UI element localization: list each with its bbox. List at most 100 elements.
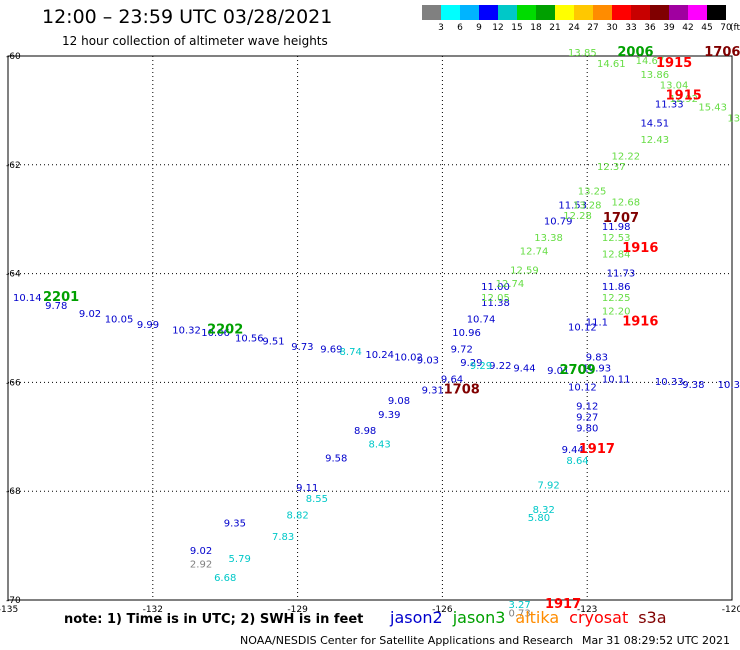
satellite-legend: jason2 jason3 altika cryosat s3a (390, 608, 677, 627)
legend-tick: 18 (530, 23, 542, 33)
data-point-label: 8.98 (354, 426, 376, 437)
legend-tick: 70 (720, 23, 732, 33)
footer-credit: NOAA/NESDIS Center for Satellite Applica… (240, 634, 574, 647)
data-point-label: 1707 (603, 211, 639, 226)
data-point-label: 11.1 (586, 317, 608, 328)
data-point-label: 10.06 (201, 328, 230, 339)
data-point-label: 2.92 (190, 559, 212, 570)
data-point-label: 1916 (622, 241, 658, 256)
data-point-label: 9.58 (325, 453, 347, 464)
data-point-label: 1708 (444, 382, 480, 397)
y-tick-label: -68 (6, 487, 21, 497)
data-point-label: 3.27 (508, 600, 530, 611)
data-point-label: 10.79 (544, 217, 573, 228)
legend-tick: 45 (701, 23, 713, 33)
data-point-label: 13.86 (640, 70, 669, 81)
data-point-label: 7.83 (272, 532, 294, 543)
data-point-label: 9.03 (417, 355, 439, 366)
data-point-label: 2709 (559, 363, 595, 378)
legend-tick: 27 (587, 23, 599, 33)
data-point-label: 12.05 (481, 293, 510, 304)
data-point-label: 14.67 (636, 56, 665, 67)
legend-unit: (ft) (730, 23, 740, 33)
x-tick-label: -135 (0, 605, 18, 615)
data-point-label: 12.53 (602, 233, 631, 244)
x-tick-label: -126 (432, 605, 453, 615)
data-point-label: 10.32 (172, 325, 201, 336)
data-point-label: 12.28 (563, 211, 592, 222)
data-point-label: 12.37 (597, 162, 626, 173)
data-point-label: 9.51 (262, 336, 284, 347)
data-point-label: 14.61 (597, 59, 626, 70)
data-point-label: 1915 (656, 56, 692, 71)
y-tick-label: -64 (6, 270, 21, 280)
data-point-label: 10.24 (365, 350, 394, 361)
legend-tick: 36 (644, 23, 656, 33)
data-point-label: 15.43 (698, 102, 727, 113)
satellite-label: cryosat (569, 608, 629, 627)
data-point-label: 1915 (666, 89, 702, 104)
data-point-label: 12.22 (611, 151, 640, 162)
data-point-label: 1916 (622, 314, 658, 329)
data-point-label: 9.44 (513, 364, 535, 375)
x-tick-label: -120 (722, 605, 740, 615)
data-point-label: 7.92 (537, 480, 559, 491)
data-point-label: 9.78 (45, 301, 67, 312)
data-point-label: 9.83 (586, 353, 608, 364)
data-point-label: 10.96 (452, 328, 481, 339)
data-point-label: 9.02 (79, 309, 101, 320)
data-point-label: 9.29 (470, 361, 492, 372)
data-point-label: 9.44 (562, 445, 584, 456)
data-point-label: 11.86 (602, 282, 631, 293)
data-point-label: 9.01 (547, 366, 569, 377)
data-point-label: 9.11 (296, 483, 318, 494)
satellite-label: altika (515, 608, 560, 627)
data-point-label: 12.43 (640, 135, 669, 146)
legend-tick: 21 (549, 23, 561, 33)
data-point-label: 10.33 (655, 377, 684, 388)
plot-frame (7, 55, 733, 601)
data-point-label: 9.29 (460, 358, 482, 369)
y-tick-label: -60 (6, 52, 21, 62)
data-point-label: 9.27 (576, 412, 598, 423)
data-point-label: 11.00 (481, 282, 510, 293)
data-point-label: 12.59 (510, 266, 539, 277)
data-point-label: 0.73 (508, 608, 530, 619)
data-point-label: 10.11 (602, 374, 631, 385)
data-point-label: 9.35 (224, 519, 246, 530)
data-point-label: 13.85 (568, 48, 597, 59)
data-point-label: 9.02 (190, 546, 212, 557)
legend-tick: 15 (511, 23, 523, 33)
data-point-label: 9.99 (137, 320, 159, 331)
data-point-label: 12.74 (496, 279, 525, 290)
data-point-label: 8.43 (369, 440, 391, 451)
data-point-label: 12.84 (602, 249, 631, 260)
data-point-label: 8.32 (533, 505, 555, 516)
footer-note: note: 1) Time is in UTC; 2) SWH is in fe… (64, 612, 364, 627)
x-tick-label: -123 (577, 605, 597, 615)
legend-tick: 6 (457, 23, 463, 33)
data-point-label: 8.55 (306, 494, 328, 505)
data-point-label: 10.12 (568, 323, 597, 334)
data-point-label: 8.64 (566, 456, 588, 467)
y-tick-label: -70 (6, 596, 21, 606)
data-point-label: 8.82 (286, 510, 308, 521)
legend-tick: 39 (663, 23, 675, 33)
data-point-label: 1917 (579, 442, 615, 457)
data-point-label: 13.04 (660, 81, 689, 92)
legend-tick: 33 (625, 23, 637, 33)
data-point-label: 13.28 (573, 200, 602, 211)
data-point-label: 9.31 (422, 385, 444, 396)
data-point-label: 2006 (617, 45, 653, 60)
data-point-label: 9.80 (576, 423, 598, 434)
legend-tick: 3 (438, 23, 444, 33)
satellite-label: s3a (638, 608, 667, 627)
y-tick-label: -66 (6, 378, 21, 388)
data-point-label: 9.69 (320, 344, 342, 355)
data-point-label: 13.25 (578, 187, 607, 198)
data-point-label: 9.73 (291, 342, 313, 353)
page-title: 12:00 – 23:59 UTC 03/28/2021 (42, 6, 333, 28)
x-tick-label: -129 (287, 605, 308, 615)
data-point-label: 10.74 (467, 315, 496, 326)
data-point-label: 9.08 (388, 396, 410, 407)
